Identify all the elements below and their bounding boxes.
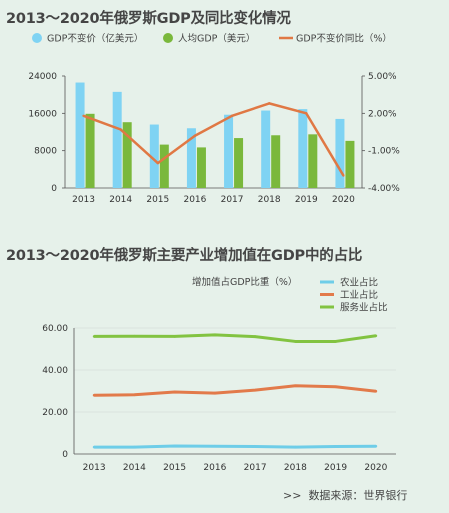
x2-tick-2015: 2015 xyxy=(163,463,186,473)
y2-tick-3: 60.00 xyxy=(42,324,68,334)
y2-tick-2: 40.00 xyxy=(42,366,68,376)
x-tick-2016: 2016 xyxy=(183,195,206,205)
point-agriculture-2013 xyxy=(92,445,96,449)
bar-gdp-2019 xyxy=(298,109,308,188)
y2-tick-1: 20.00 xyxy=(42,408,68,418)
data-source: >> 数据来源：世界银行 xyxy=(283,487,407,503)
bar-per-capita-2013 xyxy=(85,113,95,188)
bar-per-capita-2015 xyxy=(159,144,169,188)
line-industry xyxy=(94,384,377,397)
point-industry-2019 xyxy=(334,385,337,389)
x-tick-2019: 2019 xyxy=(295,195,318,205)
line-agriculture xyxy=(94,444,376,449)
bar-gdp-2014 xyxy=(112,91,122,188)
source-prefix: >> xyxy=(283,489,302,502)
x2-tick-2018: 2018 xyxy=(284,463,307,473)
y-left-tick-0: 0 xyxy=(51,184,57,194)
bar-gdp-2013 xyxy=(75,82,85,188)
bar-per-capita-2017 xyxy=(234,138,244,188)
legend-label-4: 农业占比 xyxy=(340,277,378,289)
point-gdp-growth-2018 xyxy=(267,102,271,105)
x2-tick-2013: 2013 xyxy=(83,463,106,473)
point-gdp-growth-2017 xyxy=(230,114,234,118)
point-gdp-growth-2013 xyxy=(82,114,85,118)
point-agriculture-2019 xyxy=(334,445,337,448)
x-tick-2020: 2020 xyxy=(332,195,355,205)
x2-tick-2019: 2019 xyxy=(324,463,347,473)
point-agriculture-2018 xyxy=(294,445,297,449)
x-tick-2018: 2018 xyxy=(258,195,281,205)
bar-per-capita-2020 xyxy=(345,140,355,188)
point-services-2019 xyxy=(334,340,337,343)
legend-marker-1 xyxy=(32,33,42,43)
y-right-tick-1: -1.00% xyxy=(368,147,400,157)
point-services-2014 xyxy=(133,334,136,338)
y-right-tick-0: -4.00% xyxy=(368,184,400,194)
y-left-tick-1: 8000 xyxy=(34,147,57,157)
y2-tick-0: 0 xyxy=(62,450,68,460)
chart1-title: 2013～2020年俄罗斯GDP及同比变化情况 xyxy=(6,11,291,27)
x-tick-2017: 2017 xyxy=(221,195,244,205)
point-services-2017 xyxy=(253,335,257,338)
point-gdp-growth-2015 xyxy=(156,161,160,165)
y-left-tick-3: 24000 xyxy=(28,72,57,82)
point-gdp-growth-2016 xyxy=(193,134,197,137)
point-industry-2016 xyxy=(213,391,217,395)
legend-marker-2 xyxy=(163,33,173,43)
line-services xyxy=(94,333,377,343)
point-services-2015 xyxy=(173,335,176,338)
bar-gdp-2020 xyxy=(335,118,345,188)
point-industry-2015 xyxy=(173,390,176,394)
x2-tick-2014: 2014 xyxy=(123,463,146,473)
point-gdp-growth-2020 xyxy=(342,174,345,177)
point-industry-2018 xyxy=(294,384,297,388)
y-right-tick-3: 5.00% xyxy=(368,72,397,82)
point-agriculture-2015 xyxy=(173,444,176,448)
x2-tick-2020: 2020 xyxy=(364,463,387,473)
line-gdp-growth xyxy=(83,102,345,177)
point-industry-2014 xyxy=(133,393,136,397)
point-agriculture-2016 xyxy=(213,444,217,448)
chart2-title: 2013～2020年俄罗斯主要产业增加值在GDP中的占比 xyxy=(6,248,363,264)
bar-per-capita-2016 xyxy=(196,147,206,188)
x-tick-2014: 2014 xyxy=(109,195,132,205)
legend-label-1: GDP不变价（亿美元） xyxy=(47,33,143,45)
point-industry-2017 xyxy=(253,388,257,392)
point-industry-2020 xyxy=(374,389,378,393)
point-gdp-growth-2019 xyxy=(305,112,308,115)
point-gdp-growth-2014 xyxy=(119,128,122,131)
y-left-tick-2: 16000 xyxy=(28,109,57,119)
bar-per-capita-2019 xyxy=(308,134,318,188)
source-text: 数据来源：世界银行 xyxy=(308,489,408,502)
bar-gdp-2017 xyxy=(224,114,234,188)
point-services-2018 xyxy=(294,340,297,343)
bar-gdp-2015 xyxy=(149,124,159,188)
point-agriculture-2014 xyxy=(133,445,136,449)
y-right-tick-2: 2.00% xyxy=(368,109,397,119)
point-services-2020 xyxy=(374,334,378,338)
bar-gdp-2018 xyxy=(261,110,271,188)
legend-label-5: 工业占比 xyxy=(340,289,378,301)
legend-title: 增加值占GDP比重（%） xyxy=(192,276,297,288)
x-tick-2015: 2015 xyxy=(146,195,169,205)
bar-gdp-2016 xyxy=(186,128,196,188)
point-agriculture-2017 xyxy=(253,445,257,448)
point-services-2016 xyxy=(213,333,217,337)
x2-tick-2016: 2016 xyxy=(203,463,226,473)
x-tick-2013: 2013 xyxy=(72,195,95,205)
point-agriculture-2020 xyxy=(374,444,378,448)
legend-label-2: 人均GDP（美元） xyxy=(178,33,255,45)
legend-label-6: 服务业占比 xyxy=(340,302,388,314)
point-industry-2013 xyxy=(92,393,96,397)
x2-tick-2017: 2017 xyxy=(244,463,267,473)
bar-per-capita-2014 xyxy=(122,122,132,188)
bar-per-capita-2018 xyxy=(271,135,281,188)
legend-label-3: GDP不变价同比（%） xyxy=(296,33,392,45)
point-services-2013 xyxy=(92,335,96,338)
